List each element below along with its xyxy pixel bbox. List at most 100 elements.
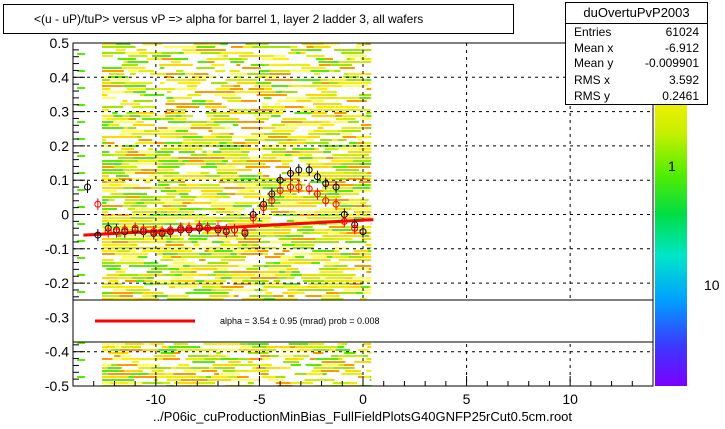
x-tick-label: 0 [359,391,367,407]
heatmap-cell [213,121,236,123]
heatmap-cell [242,58,248,60]
heatmap-cell [77,53,86,55]
heatmap-cell [359,97,370,99]
heatmap-cell [215,88,230,90]
heatmap-cell [102,277,118,279]
heatmap-cell [236,376,249,378]
heatmap-cell [110,196,126,198]
heatmap-cell [120,355,132,357]
heatmap-cell [323,43,340,45]
heatmap-cell [165,103,175,105]
heatmap-cell [178,184,187,186]
heatmap-cell [203,283,224,285]
heatmap-cell [360,286,370,288]
heatmap-cell [249,190,255,192]
heatmap-cell [107,373,131,375]
heatmap-cell [133,157,156,159]
heatmap-cell [175,286,198,288]
heatmap-cell [252,181,262,183]
heatmap-cell [144,181,152,183]
heatmap-cell [167,295,189,297]
heatmap-cell [166,193,180,195]
heatmap-cell [244,145,251,147]
heatmap-cell [153,130,160,132]
heatmap-cell [216,172,237,174]
stats-row-mean-y: Mean y -0.009901 [574,56,699,72]
heatmap-cell [257,160,281,162]
heatmap-cell [220,52,243,54]
heatmap-cell [175,280,196,282]
heatmap-cell [102,196,110,198]
heatmap-cell [293,199,318,201]
heatmap-cell [365,244,372,246]
heatmap-cell [327,223,346,225]
heatmap-cell [313,46,331,48]
heatmap-cell [305,94,326,96]
heatmap-cell [102,145,124,147]
heatmap-cell [155,169,175,171]
heatmap-cell [236,277,251,279]
heatmap-cell [183,178,200,180]
heatmap-cell [102,46,115,48]
heatmap-cell [120,238,145,240]
heatmap-cell [221,247,238,249]
heatmap-cell [116,175,129,177]
heatmap-cell [317,199,322,201]
heatmap-cell [297,139,307,141]
heatmap-cell [190,271,197,273]
heatmap-cell [362,82,372,84]
heatmap-cell [108,76,129,78]
heatmap-cell [287,64,311,66]
heatmap-cell [317,274,334,276]
heatmap-cell [211,253,231,255]
heatmap-cell [251,244,260,246]
heatmap-cell [165,244,184,246]
heatmap-cell [328,115,336,117]
heatmap-cell [166,238,180,240]
heatmap-cell [303,106,309,108]
heatmap-cell [260,373,269,375]
heatmap-cell [284,286,308,288]
heatmap-cell [232,160,239,162]
heatmap-cell [366,73,372,75]
heatmap-cell [325,157,334,159]
heatmap-cell [77,376,86,378]
heatmap-cell [290,49,307,51]
heatmap-cell [309,232,320,234]
heatmap-cell [203,187,225,189]
data-point [260,204,268,212]
heatmap-cell [352,277,372,279]
heatmap-cell [102,241,112,243]
heatmap-cell [337,139,347,141]
heatmap-cell [208,355,226,357]
heatmap-cell [270,211,290,213]
heatmap-cell [323,184,341,186]
heatmap-cell [129,115,141,117]
heatmap-cell [152,220,176,222]
heatmap-cell [209,367,214,369]
heatmap-cell [356,46,361,48]
heatmap-cell [150,178,173,180]
heatmap-cell [262,187,284,189]
heatmap-cell [291,154,305,156]
heatmap-cell [187,94,202,96]
heatmap-cell [265,367,281,369]
heatmap-cell [200,256,207,258]
heatmap-cell [135,142,155,144]
heatmap-cell [340,133,352,135]
heatmap-cell [225,217,239,219]
heatmap-cell [283,361,300,363]
heatmap-cell [125,280,136,282]
heatmap-cell [294,244,315,246]
heatmap-cell [198,376,206,378]
heatmap-cell [225,208,245,210]
heatmap-cell [189,211,195,213]
heatmap-cell [166,298,191,300]
heatmap-cell [362,355,369,357]
heatmap-cell [274,235,286,237]
heatmap-cell [246,268,259,270]
heatmap-cell [341,373,363,375]
heatmap-cell [211,133,219,135]
heatmap-cell [362,184,371,186]
heatmap-cell [123,187,133,189]
